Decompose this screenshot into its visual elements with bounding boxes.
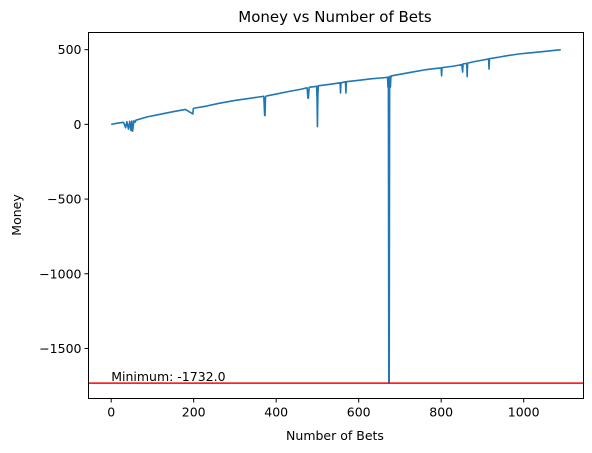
x-axis: 0 200 400 600 800 1000 [107, 398, 540, 420]
y-tick-label: −1500 [39, 341, 81, 356]
minimum-annotation: Minimum: -1732.0 [111, 369, 225, 384]
x-tick-label: 200 [182, 405, 206, 420]
money-series-line [111, 48, 561, 384]
plot-area [88, 48, 584, 384]
x-tick-label: 400 [264, 405, 288, 420]
y-axis: −1500 −1000 −500 0 500 [39, 42, 89, 356]
y-axis-label: Money [9, 194, 24, 236]
x-tick-label: 1000 [508, 405, 540, 420]
y-tick-label: 0 [74, 117, 82, 132]
axes-frame [88, 32, 584, 399]
y-tick-label: −500 [47, 192, 81, 207]
chart-title: Money vs Number of Bets [238, 8, 432, 26]
y-tick-label: −1000 [39, 266, 81, 281]
y-tick-label: 500 [58, 42, 82, 57]
x-tick-label: 800 [429, 405, 453, 420]
x-axis-label: Number of Bets [286, 428, 384, 443]
x-tick-label: 600 [347, 405, 371, 420]
x-tick-label: 0 [107, 405, 115, 420]
